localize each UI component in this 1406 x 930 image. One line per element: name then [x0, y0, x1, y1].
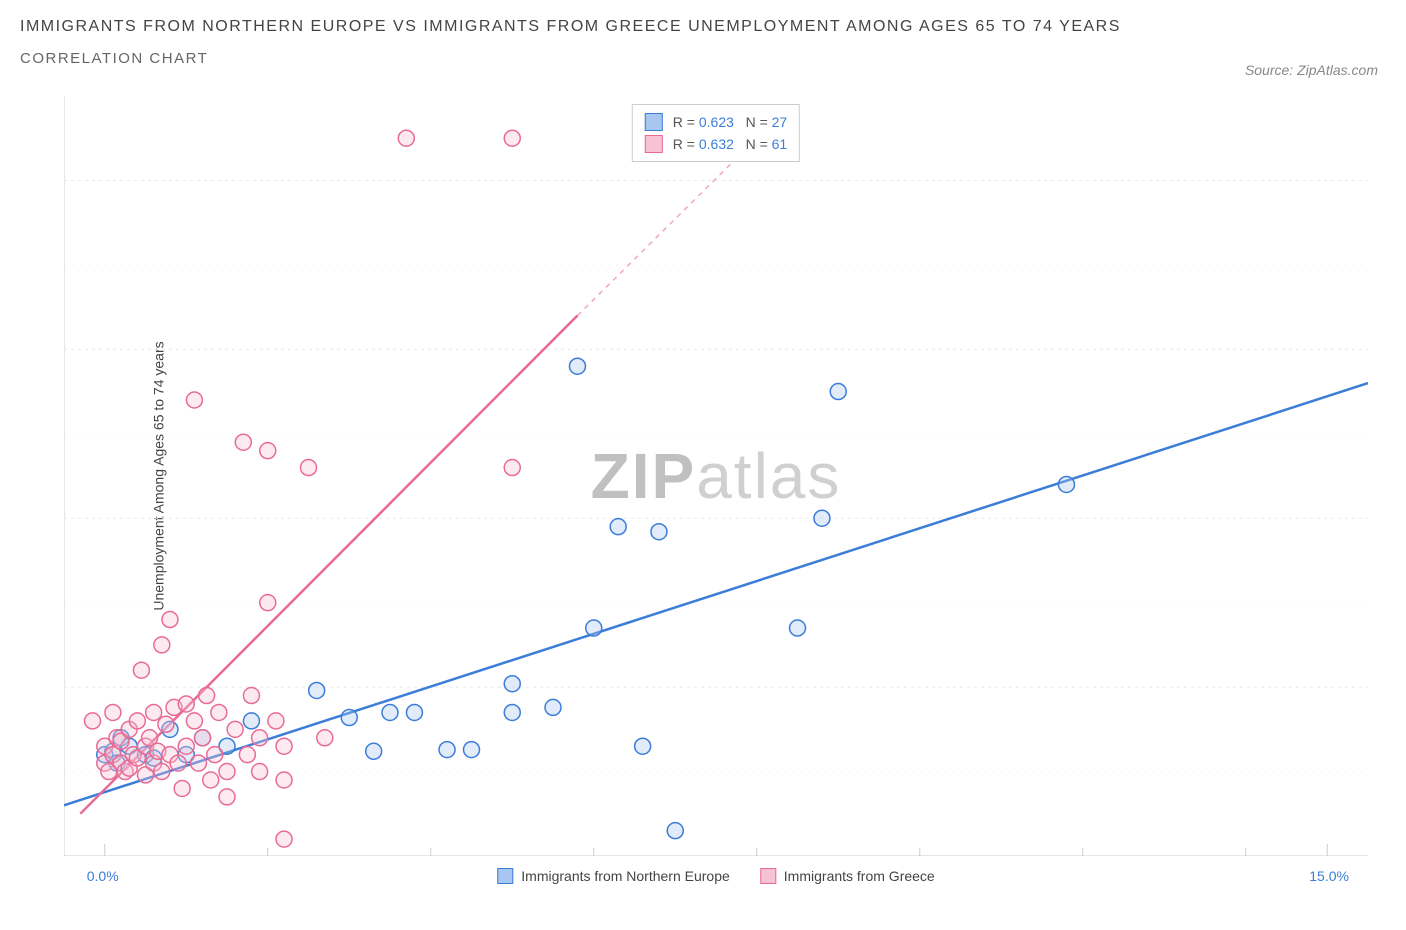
legend-swatch: [760, 868, 776, 884]
chart-header: IMMIGRANTS FROM NORTHERN EUROPE VS IMMIG…: [20, 14, 1386, 67]
legend-stats: R = 0.623 N = 27: [673, 114, 787, 130]
legend-row: R = 0.632 N = 61: [645, 133, 787, 155]
source-attribution: Source: ZipAtlas.com: [1245, 62, 1378, 78]
legend-swatch: [645, 135, 663, 153]
series-legend: Immigrants from Northern Europe Immigrant…: [497, 868, 934, 884]
correlation-legend: R = 0.623 N = 27 R = 0.632 N = 61: [632, 104, 800, 162]
legend-swatch: [497, 868, 513, 884]
x-tick-label: 0.0%: [87, 868, 119, 884]
legend-label: Immigrants from Northern Europe: [521, 868, 730, 884]
legend-label: Immigrants from Greece: [784, 868, 935, 884]
legend-stats: R = 0.632 N = 61: [673, 136, 787, 152]
legend-row: R = 0.623 N = 27: [645, 111, 787, 133]
source-name: ZipAtlas.com: [1297, 62, 1378, 78]
chart-title: IMMIGRANTS FROM NORTHERN EUROPE VS IMMIG…: [20, 14, 1386, 40]
legend-item: Immigrants from Greece: [760, 868, 935, 884]
source-prefix: Source:: [1245, 62, 1297, 78]
scatter-plot: [64, 96, 1368, 856]
chart-area: Unemployment Among Ages 65 to 74 years Z…: [64, 96, 1368, 856]
legend-item: Immigrants from Northern Europe: [497, 868, 730, 884]
x-tick-label: 15.0%: [1309, 868, 1349, 884]
legend-swatch: [645, 113, 663, 131]
chart-subtitle: CORRELATION CHART: [20, 50, 1386, 67]
